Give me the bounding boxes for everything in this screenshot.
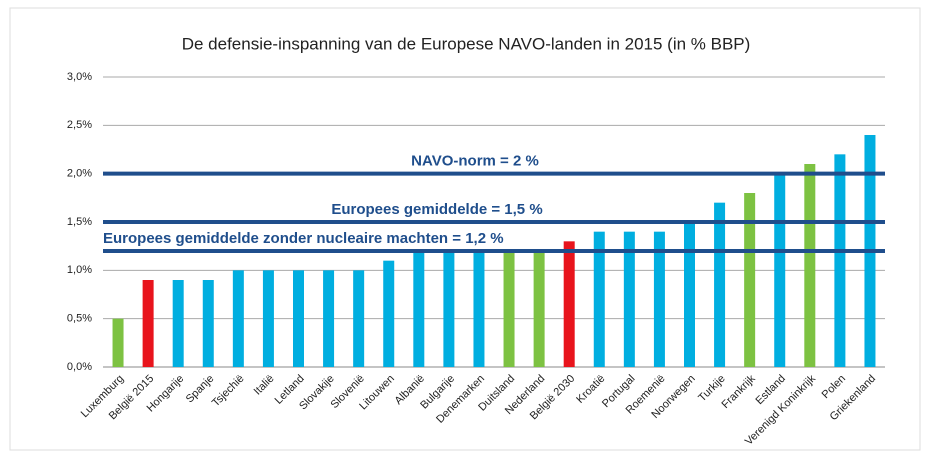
bar	[563, 241, 575, 367]
y-tick-label: 2,0%	[67, 168, 92, 180]
bar	[714, 202, 726, 367]
y-tick-label: 0,0%	[67, 361, 92, 373]
bar	[293, 270, 304, 367]
y-tick-label: 1,0%	[67, 264, 92, 276]
bar	[172, 280, 184, 367]
y-tick-label: 0,5%	[67, 313, 92, 325]
bar	[232, 270, 244, 367]
bar	[112, 318, 124, 367]
y-tick-label: 3,0%	[67, 71, 92, 83]
reference-label: NAVO-norm = 2 %	[411, 153, 539, 170]
bar	[653, 231, 665, 367]
bar	[142, 280, 154, 367]
bar	[623, 231, 635, 367]
y-tick-label: 1,5%	[67, 216, 92, 228]
bar	[202, 280, 214, 367]
bar	[684, 222, 695, 367]
bar	[533, 251, 545, 367]
reference-label: Europees gemiddelde zonder nucleaire mac…	[103, 230, 504, 247]
bar	[443, 251, 455, 367]
bar	[593, 231, 605, 367]
bar	[834, 154, 846, 367]
x-tick-label: Frankrijk	[720, 372, 759, 411]
bar	[353, 270, 365, 367]
x-tick-label: Italië	[252, 373, 277, 398]
bar	[744, 193, 756, 367]
chart-title: De defensie-inspanning van de Europese N…	[182, 34, 751, 53]
y-tick-label: 2,5%	[67, 119, 92, 131]
bar	[804, 164, 816, 367]
bar	[503, 251, 515, 367]
bar	[323, 270, 335, 367]
bar	[774, 173, 786, 367]
bar	[413, 251, 425, 367]
frame	[9, 7, 921, 451]
bar	[262, 270, 274, 367]
reference-label: Europees gemiddelde = 1,5 %	[331, 201, 542, 218]
x-tick-label: Polen	[820, 373, 848, 401]
bar	[473, 251, 485, 367]
x-tick-label: Tsjechië	[210, 373, 247, 410]
bar	[383, 260, 395, 367]
